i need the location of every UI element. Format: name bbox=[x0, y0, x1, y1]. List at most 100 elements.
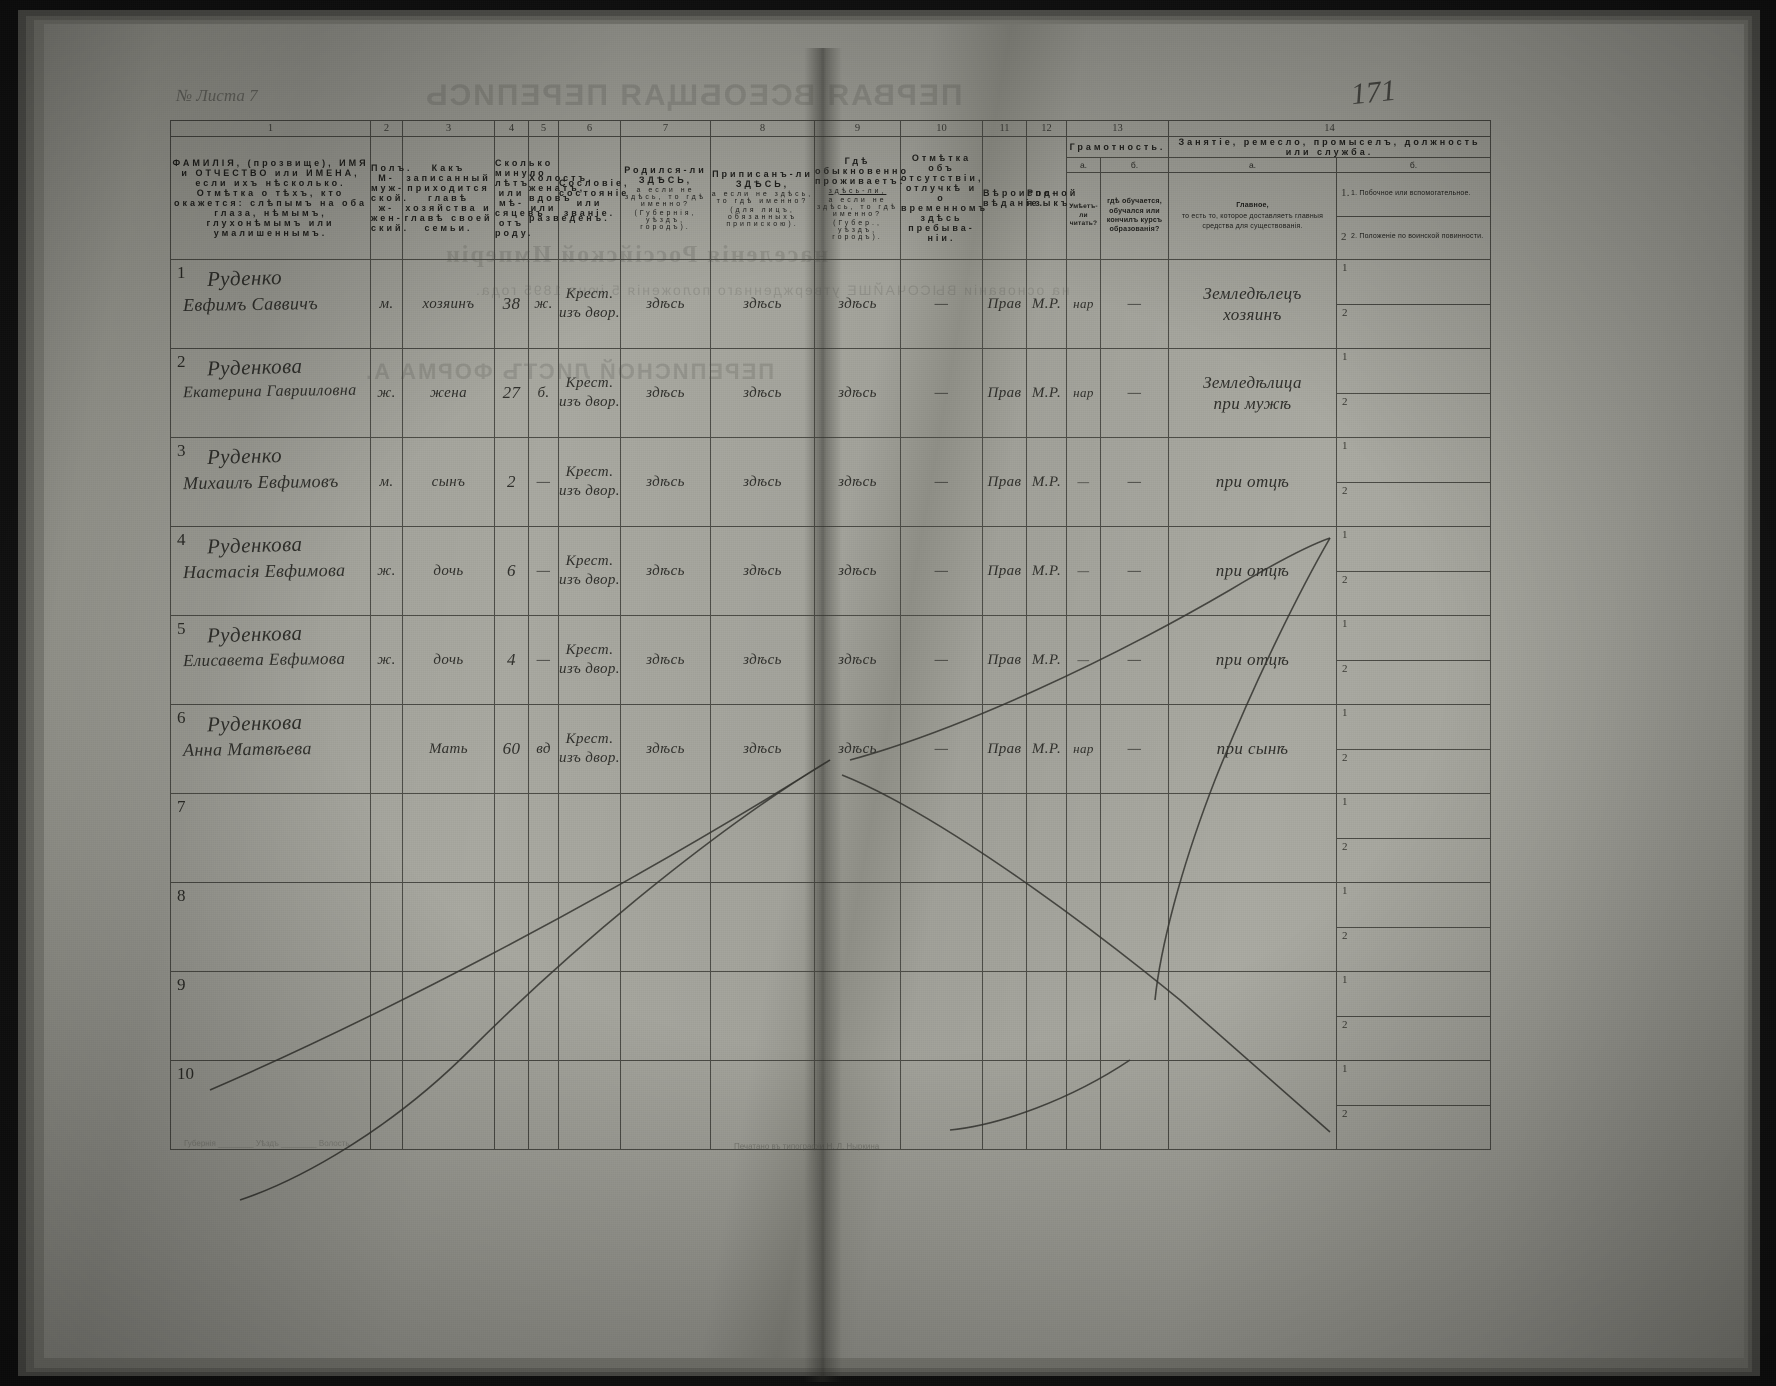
colnum-7: 7 bbox=[620, 120, 711, 137]
registered-here-value bbox=[711, 972, 814, 1060]
literate-value: — bbox=[1077, 651, 1090, 667]
registered-here-value: здѣсь bbox=[743, 562, 782, 579]
header-col11: Вѣроиспо-вѣданіе. bbox=[982, 136, 1055, 260]
cell-age: 4 bbox=[494, 615, 529, 705]
header-14a-letter: а. bbox=[1168, 157, 1337, 173]
literate-value bbox=[1067, 1061, 1100, 1149]
cell-absence bbox=[900, 793, 983, 883]
estate-line2: изъ двор. bbox=[559, 750, 620, 766]
table-row[interactable]: 7 1 2 bbox=[170, 793, 1491, 883]
surname: Руденко bbox=[206, 442, 283, 470]
header-col9-c: а если не здѣсь, то гдѣ именно? bbox=[816, 196, 899, 218]
education-value: — bbox=[1127, 473, 1142, 490]
age-value: 60 bbox=[502, 739, 521, 759]
absence-value: — bbox=[934, 562, 949, 579]
estate-line1: Крест. bbox=[565, 731, 614, 748]
cell-education: — bbox=[1100, 259, 1169, 349]
marital-value: б. bbox=[537, 384, 550, 401]
cell-estate: Крест. изъ двор. bbox=[558, 526, 621, 616]
row-index: 1 bbox=[177, 263, 186, 282]
age-value: 38 bbox=[502, 294, 521, 314]
table-row[interactable]: 3 Руденко Михаилъ Евфимовъ м. сынъ 2 — К… bbox=[170, 437, 1491, 527]
colnum-10: 10 bbox=[900, 120, 983, 137]
table-row[interactable]: 4 Руденкова Настасія Евфимова ж. дочь 6 … bbox=[170, 526, 1491, 616]
resides-here-value: здѣсь bbox=[838, 651, 877, 668]
table-row[interactable]: 6 Руденкова Анна Матвѣева Мать 60 вд Кре… bbox=[170, 704, 1491, 794]
cell-marital bbox=[528, 793, 559, 883]
sheet-number-stamp: № Листа 7 bbox=[176, 86, 258, 105]
table-row[interactable]: 1 Руденко Евфимъ Саввичъ м. хозяинъ 38 ж… bbox=[170, 259, 1491, 349]
cell-sex: м. bbox=[370, 259, 403, 349]
cell-occupation: при отцѣ bbox=[1168, 437, 1337, 527]
age-value bbox=[495, 794, 528, 882]
registered-here-value bbox=[711, 1061, 814, 1149]
header-col7-rest: а если не здѣсь, то гдѣ именно? bbox=[624, 187, 707, 208]
cell-absence: — bbox=[900, 615, 983, 705]
cell-estate: Крест. изъ двор. bbox=[558, 615, 621, 705]
literate-value: нар bbox=[1073, 740, 1094, 756]
sex-value: ж. bbox=[377, 651, 396, 668]
colnum-3: 3 bbox=[402, 120, 495, 137]
header-14a-sub: то есть то, которое доставляетъ главныя … bbox=[1181, 213, 1324, 230]
cell-registered-here: здѣсь bbox=[710, 437, 815, 527]
table-row[interactable]: 5 Руденкова Елисавета Евфимова ж. дочь 4… bbox=[170, 615, 1491, 705]
literate-value: нар bbox=[1073, 295, 1094, 311]
cell-occupation-aux: 1 2 bbox=[1336, 615, 1491, 705]
absence-value bbox=[901, 1061, 982, 1149]
table-row[interactable]: 8 1 2 bbox=[170, 882, 1491, 972]
cell-absence: — bbox=[900, 348, 983, 438]
table-row[interactable]: 10 1 2 bbox=[170, 1060, 1491, 1150]
born-here-value bbox=[621, 1061, 710, 1149]
estate-line2: изъ двор. bbox=[559, 394, 620, 410]
folio-number: 171 bbox=[1349, 73, 1398, 112]
cell-resides-here: здѣсь bbox=[814, 615, 901, 705]
table-row[interactable]: 2 Руденкова Екатерина Гаврииловна ж. жен… bbox=[170, 348, 1491, 438]
religion-value: Прав bbox=[987, 384, 1022, 401]
resides-here-value bbox=[815, 794, 900, 882]
born-here-value: здѣсь bbox=[646, 295, 685, 312]
census-table: 1 2 3 4 5 6 7 8 9 10 11 12 13 14 ФАМИЛІЯ… bbox=[170, 120, 1491, 1150]
literate-value bbox=[1067, 972, 1100, 1060]
header-col7: Родился-ли ЗДѢСЬ, а если не здѣсь, то гд… bbox=[620, 136, 711, 260]
relation-value: сынъ bbox=[431, 473, 466, 490]
cell-occupation-aux: 1 2 bbox=[1336, 437, 1491, 527]
cell-sex bbox=[370, 1060, 403, 1150]
cell-registered-here: здѣсь bbox=[710, 259, 815, 349]
header-13a: Умѣетъ-ли читать? bbox=[1066, 172, 1101, 260]
cell-absence: — bbox=[900, 437, 983, 527]
cell-born-here: здѣсь bbox=[620, 259, 711, 349]
row-index: 8 bbox=[177, 886, 186, 905]
cell-born-here bbox=[620, 1060, 711, 1150]
registered-here-value bbox=[711, 883, 814, 971]
education-value: — bbox=[1127, 562, 1142, 579]
colnum-4: 4 bbox=[494, 120, 529, 137]
header-col8-rest: а если не здѣсь, то гдѣ именно? bbox=[711, 190, 814, 205]
religion-value: Прав bbox=[987, 740, 1022, 757]
cell-occupation: Земледѣлица при мужѣ bbox=[1168, 348, 1337, 438]
cell-occupation-aux: 1 2 bbox=[1336, 793, 1491, 883]
absence-value: — bbox=[934, 384, 949, 401]
occupation-line2: при мужѣ bbox=[1213, 394, 1292, 413]
header-14a-main: Главное, bbox=[1236, 201, 1269, 210]
language-value bbox=[1027, 1061, 1066, 1149]
registered-here-value: здѣсь bbox=[743, 473, 782, 490]
cell-resides-here: здѣсь bbox=[814, 437, 901, 527]
language-value bbox=[1027, 794, 1066, 882]
surname: Руденкова bbox=[206, 531, 303, 559]
colnum-6: 6 bbox=[558, 120, 621, 137]
resides-here-value bbox=[815, 1061, 900, 1149]
absence-value: — bbox=[934, 651, 949, 668]
table-row[interactable]: 9 1 2 bbox=[170, 971, 1491, 1061]
sex-value: м. bbox=[379, 295, 394, 312]
born-here-value: здѣсь bbox=[646, 651, 685, 668]
estate-line1 bbox=[559, 883, 620, 971]
cell-absence bbox=[900, 882, 983, 972]
estate-line1: Крест. bbox=[565, 464, 614, 481]
colnum-11: 11 bbox=[982, 120, 1027, 137]
cell-age bbox=[494, 793, 529, 883]
cell-resides-here: здѣсь bbox=[814, 348, 901, 438]
cell-estate: Крест. изъ двор. bbox=[558, 348, 621, 438]
given-name: Михаилъ Евфимовъ bbox=[182, 470, 339, 494]
born-here-value bbox=[621, 972, 710, 1060]
